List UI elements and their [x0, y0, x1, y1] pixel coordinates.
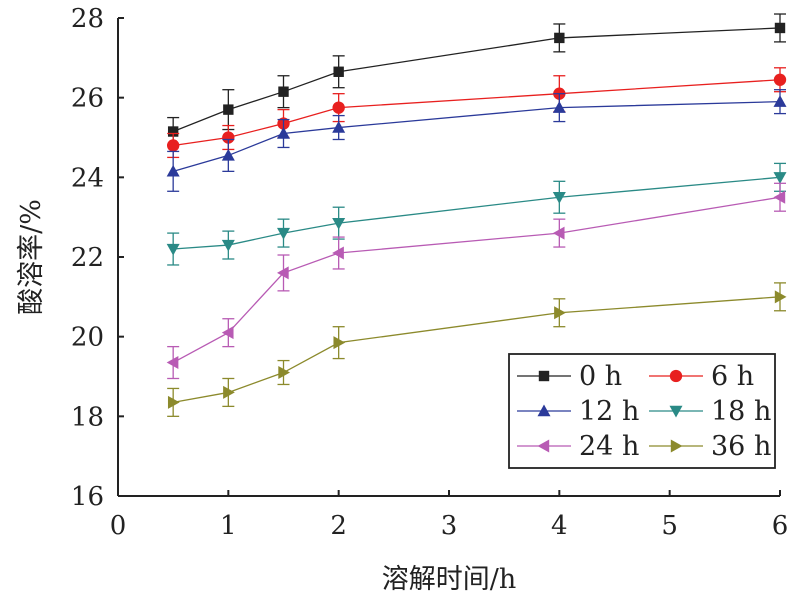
- marker-triangle-up: [537, 404, 551, 417]
- x-tick-label: 3: [441, 511, 458, 541]
- legend-label: 0 h: [579, 361, 622, 392]
- legend-item: 18 h: [649, 396, 771, 427]
- marker-circle: [669, 369, 683, 383]
- legend-label: 24 h: [579, 431, 639, 462]
- legend-label: 36 h: [711, 431, 771, 462]
- marker-triangle-left: [166, 356, 179, 370]
- marker-triangle-left: [221, 326, 234, 340]
- y-axis-label: 酸溶率/%: [16, 199, 47, 315]
- marker-triangle-down: [332, 217, 346, 230]
- marker-triangle-right: [167, 395, 180, 409]
- marker-triangle-right: [333, 336, 346, 350]
- series-24h: [166, 182, 786, 380]
- marker-triangle-up: [166, 164, 180, 177]
- marker-triangle-right: [774, 290, 787, 304]
- series-18h: [166, 162, 787, 266]
- marker-triangle-down: [773, 172, 787, 184]
- series-line: [173, 296, 781, 404]
- x-tick-label: 4: [551, 511, 568, 541]
- x-axis-label: 溶解时间/h: [382, 564, 517, 595]
- marker-triangle-down: [552, 192, 566, 204]
- marker-triangle-left: [332, 246, 344, 260]
- marker-triangle-up: [221, 148, 235, 161]
- y-tick-label: 24: [71, 163, 104, 193]
- legend-item: 24 h: [517, 431, 639, 462]
- marker-circle: [332, 101, 345, 114]
- series-6h: [166, 67, 787, 159]
- legend-item: 12 h: [517, 396, 639, 427]
- x-tick-label: 2: [330, 511, 347, 541]
- marker-circle: [166, 139, 180, 152]
- marker-square: [774, 22, 786, 34]
- legend: 0 h 6 h 12 h 18 h 24 h 36 h: [508, 353, 776, 469]
- marker-triangle-left: [773, 190, 786, 204]
- marker-square: [333, 66, 344, 77]
- x-tick-label: 6: [772, 511, 789, 541]
- series-layer: [166, 13, 787, 417]
- marker-square: [223, 104, 234, 115]
- series-line: [172, 27, 781, 133]
- series-line: [173, 176, 781, 250]
- legend-item: 36 h: [649, 431, 771, 462]
- x-tick-label: 0: [110, 511, 127, 541]
- y-tick-label: 20: [71, 323, 104, 353]
- marker-triangle-right: [278, 366, 290, 380]
- marker-triangle-up: [277, 127, 290, 139]
- marker-square: [554, 32, 565, 44]
- y-tick-label: 16: [71, 482, 104, 512]
- marker-triangle-down: [221, 239, 235, 252]
- x-tick-label: 1: [220, 511, 237, 541]
- legend-label: 18 h: [711, 396, 771, 427]
- marker-triangle-right: [554, 306, 566, 320]
- legend-item: 0 h: [517, 361, 622, 392]
- marker-triangle-down: [277, 227, 290, 240]
- marker-triangle-left: [277, 266, 289, 280]
- series-12h: [166, 89, 787, 192]
- marker-triangle-up: [332, 121, 346, 133]
- marker-triangle-left: [537, 439, 550, 453]
- legend-item: 6 h: [649, 361, 754, 392]
- marker-circle: [222, 131, 235, 144]
- marker-triangle-right: [223, 385, 235, 399]
- marker-triangle-right: [670, 439, 683, 453]
- marker-square: [167, 126, 179, 137]
- series-36h: [167, 282, 787, 417]
- y-tick-label: 26: [71, 84, 104, 114]
- series-line: [172, 196, 781, 364]
- marker-triangle-down: [669, 405, 683, 418]
- marker-triangle-up: [773, 95, 787, 107]
- marker-square: [278, 86, 289, 97]
- series-line: [173, 79, 781, 147]
- marker-triangle-up: [552, 101, 566, 113]
- axes: 0 1 2 3 4 5 6 16 18 20 22 24 26 28: [71, 4, 788, 541]
- legend-label: 6 h: [711, 361, 754, 392]
- series-line: [172, 101, 781, 172]
- marker-circle: [773, 73, 787, 86]
- series-0h: [167, 13, 786, 147]
- y-tick-label: 28: [71, 4, 104, 34]
- marker-square: [538, 370, 550, 382]
- y-tick-label: 22: [71, 243, 104, 273]
- marker-triangle-left: [552, 226, 565, 240]
- legend-label: 12 h: [579, 396, 639, 427]
- y-tick-label: 18: [71, 402, 104, 432]
- marker-triangle-down: [166, 243, 180, 256]
- x-tick-label: 5: [661, 511, 678, 541]
